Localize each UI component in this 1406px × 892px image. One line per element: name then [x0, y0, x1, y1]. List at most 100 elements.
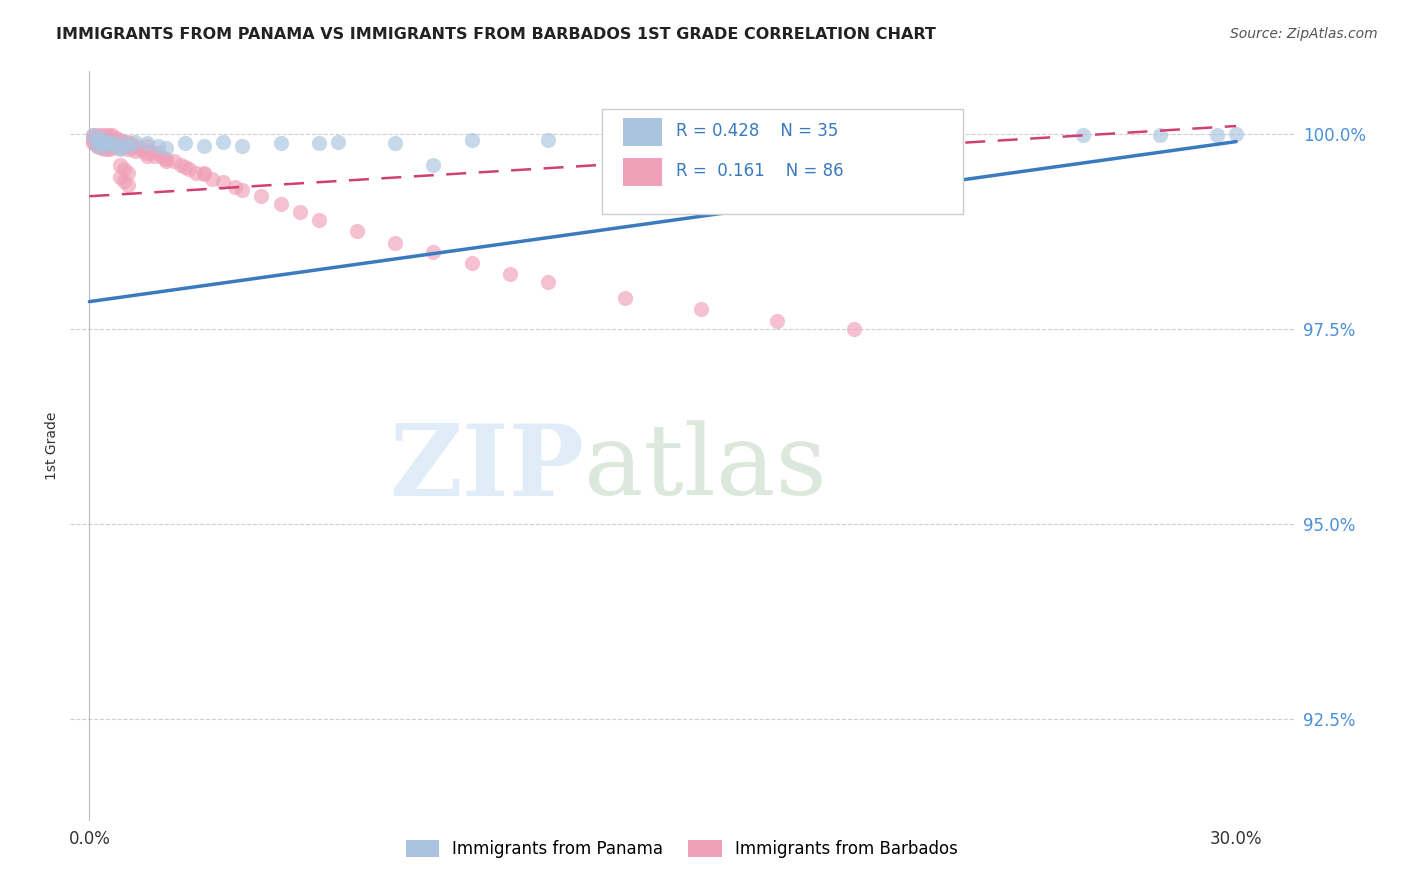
Point — [170, 158, 193, 172]
Point — [148, 138, 170, 153]
Point — [82, 136, 104, 151]
Point — [97, 138, 120, 153]
Point — [93, 128, 115, 143]
Point — [124, 144, 146, 158]
Point — [499, 268, 522, 282]
Point — [82, 128, 104, 143]
Point — [460, 255, 482, 269]
Point — [108, 141, 131, 155]
Point — [86, 138, 108, 153]
Point — [132, 144, 155, 158]
Point — [82, 130, 104, 145]
Point — [86, 128, 108, 143]
Point — [155, 141, 177, 155]
Point — [212, 135, 235, 149]
Point — [231, 138, 253, 153]
Point — [90, 133, 112, 147]
Point — [308, 212, 330, 227]
Point — [766, 314, 789, 328]
Point — [108, 136, 131, 151]
Legend: Immigrants from Panama, Immigrants from Barbados: Immigrants from Panama, Immigrants from … — [399, 833, 965, 864]
Point — [613, 291, 636, 305]
Y-axis label: 1st Grade: 1st Grade — [45, 412, 59, 480]
Point — [193, 138, 215, 153]
Point — [101, 141, 124, 155]
Point — [97, 128, 120, 143]
Point — [1225, 127, 1247, 141]
Point — [270, 197, 292, 211]
Text: R =  0.161    N = 86: R = 0.161 N = 86 — [676, 162, 844, 180]
Point — [124, 138, 146, 153]
Point — [105, 130, 128, 145]
Point — [117, 166, 139, 180]
Bar — [623, 158, 662, 186]
Point — [231, 183, 253, 197]
Point — [101, 128, 124, 143]
Point — [117, 143, 139, 157]
Point — [82, 128, 104, 143]
Point — [93, 138, 115, 153]
Point — [174, 136, 197, 151]
Point — [117, 135, 139, 149]
Point — [460, 133, 482, 147]
Point — [1206, 128, 1229, 143]
Text: R = 0.428    N = 35: R = 0.428 N = 35 — [676, 122, 838, 140]
Point — [86, 130, 108, 145]
Point — [177, 161, 200, 176]
Point — [155, 154, 177, 169]
Point — [186, 166, 208, 180]
Point — [101, 132, 124, 146]
Point — [326, 135, 349, 149]
Point — [97, 130, 120, 145]
Point — [121, 141, 143, 155]
Point — [135, 146, 157, 161]
Point — [135, 138, 157, 153]
Point — [93, 130, 115, 145]
Text: Source: ZipAtlas.com: Source: ZipAtlas.com — [1230, 27, 1378, 41]
Point — [150, 150, 173, 164]
Point — [384, 136, 406, 151]
FancyBboxPatch shape — [602, 109, 963, 214]
Text: atlas: atlas — [583, 421, 827, 516]
Point — [193, 168, 215, 182]
Point — [148, 146, 170, 161]
Point — [97, 135, 120, 149]
Point — [124, 135, 146, 149]
Point — [1071, 128, 1094, 143]
Point — [224, 180, 246, 194]
Point — [108, 143, 131, 157]
Point — [117, 138, 139, 153]
Point — [90, 130, 112, 145]
Point — [155, 152, 177, 166]
Point — [139, 144, 162, 158]
Point — [86, 138, 108, 153]
Point — [90, 130, 112, 145]
Point — [101, 136, 124, 151]
Point — [112, 135, 135, 149]
Point — [537, 133, 560, 147]
Point — [288, 205, 311, 219]
Point — [143, 149, 166, 163]
Point — [117, 138, 139, 153]
Point — [105, 138, 128, 153]
Point — [174, 160, 197, 174]
Point — [105, 138, 128, 153]
Point — [97, 143, 120, 157]
Text: IMMIGRANTS FROM PANAMA VS IMMIGRANTS FROM BARBADOS 1ST GRADE CORRELATION CHART: IMMIGRANTS FROM PANAMA VS IMMIGRANTS FRO… — [56, 27, 936, 42]
Point — [690, 302, 713, 317]
Point — [121, 136, 143, 151]
Point — [90, 136, 112, 151]
Point — [108, 169, 131, 184]
Point — [212, 175, 235, 189]
Point — [201, 172, 224, 186]
Point — [346, 224, 368, 238]
Point — [422, 158, 444, 172]
Point — [112, 161, 135, 176]
Point — [117, 178, 139, 192]
Point — [90, 128, 112, 143]
Point — [90, 141, 112, 155]
Point — [105, 135, 128, 149]
Point — [86, 133, 108, 147]
Point — [135, 149, 157, 163]
Point — [1149, 128, 1171, 143]
